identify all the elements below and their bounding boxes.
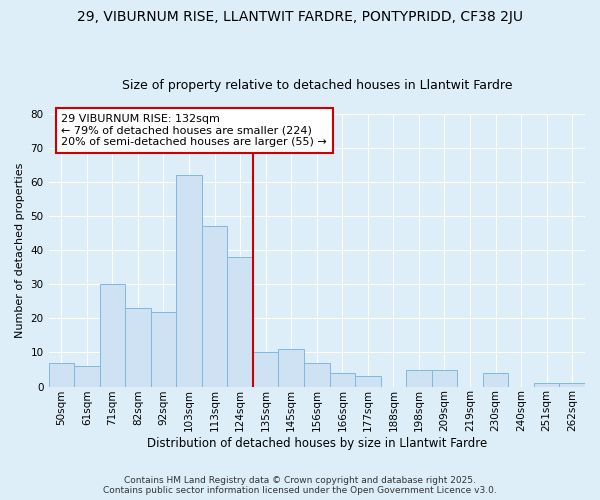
Text: 29, VIBURNUM RISE, LLANTWIT FARDRE, PONTYPRIDD, CF38 2JU: 29, VIBURNUM RISE, LLANTWIT FARDRE, PONT… (77, 10, 523, 24)
Bar (100, 284, 125, 386)
Bar (406, 370, 432, 386)
Y-axis label: Number of detached properties: Number of detached properties (15, 162, 25, 338)
Bar (559, 383, 585, 386)
Title: Size of property relative to detached houses in Llantwit Fardre: Size of property relative to detached ho… (122, 79, 512, 92)
Bar (176, 176, 202, 386)
Bar (125, 308, 151, 386)
Bar (49, 362, 74, 386)
Bar (253, 352, 278, 386)
Bar (202, 226, 227, 386)
Bar (74, 366, 100, 386)
Text: Contains HM Land Registry data © Crown copyright and database right 2025.
Contai: Contains HM Land Registry data © Crown c… (103, 476, 497, 495)
Bar (329, 373, 355, 386)
Bar (151, 312, 176, 386)
X-axis label: Distribution of detached houses by size in Llantwit Fardre: Distribution of detached houses by size … (146, 437, 487, 450)
Bar (483, 373, 508, 386)
Text: 29 VIBURNUM RISE: 132sqm
← 79% of detached houses are smaller (224)
20% of semi-: 29 VIBURNUM RISE: 132sqm ← 79% of detach… (61, 114, 327, 147)
Bar (304, 362, 329, 386)
Bar (355, 376, 380, 386)
Bar (278, 349, 304, 387)
Bar (432, 370, 457, 386)
Bar (534, 383, 559, 386)
Bar (227, 257, 253, 386)
